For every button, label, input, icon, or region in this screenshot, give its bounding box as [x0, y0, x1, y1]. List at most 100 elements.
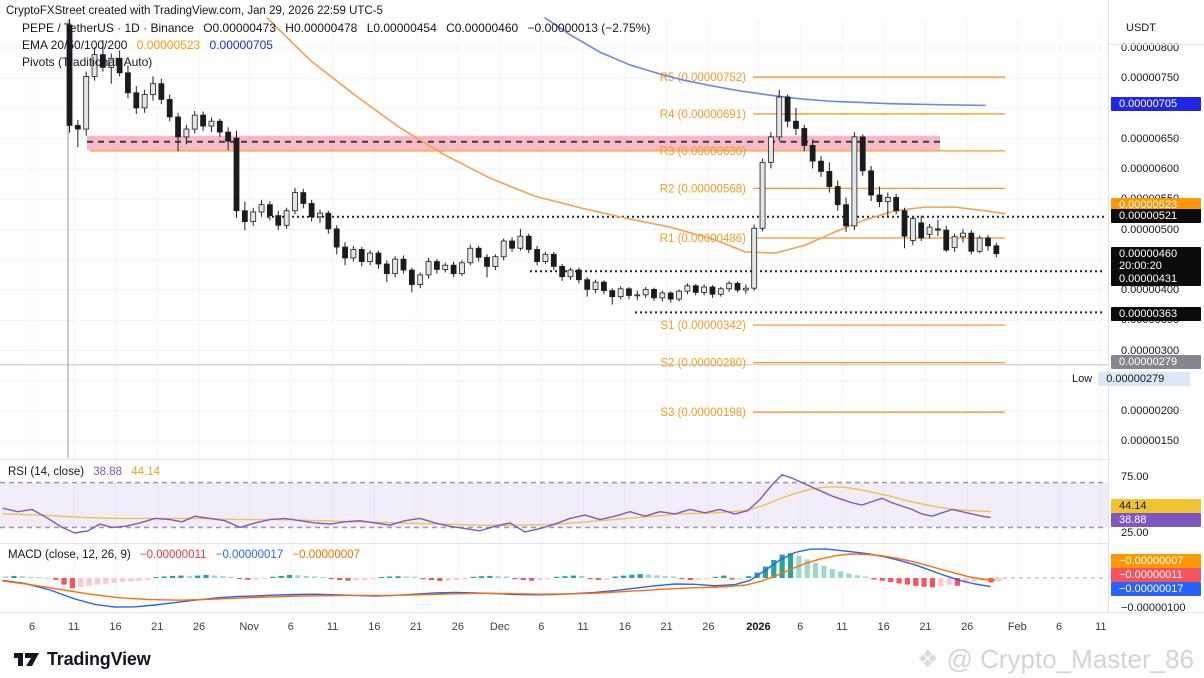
price-tick: 0.00000400 — [1121, 284, 1180, 296]
pivots-row[interactable]: Pivots (Traditional, Auto) — [22, 54, 656, 70]
candle — [559, 266, 566, 278]
macd-legend[interactable]: MACD (close, 12, 26, 9) −0.00000011 −0.0… — [8, 549, 366, 561]
candle — [985, 237, 991, 247]
ohlc-high: H0.00000478 — [285, 21, 358, 35]
price-badge: 0.00000431 — [1111, 272, 1201, 286]
rsi-tick: 75.00 — [1121, 471, 1149, 483]
candle — [801, 128, 808, 146]
price-tick: 0.00000300 — [1121, 344, 1180, 357]
rsi-value-purple: 38.88 — [93, 466, 123, 478]
candle — [83, 76, 90, 130]
candle — [550, 253, 557, 267]
candle — [884, 197, 891, 203]
pivot-label: S3 (0.00000198) — [660, 407, 746, 419]
price-tick: 0.00000800 — [1121, 42, 1180, 54]
price-tick: 0.00000600 — [1121, 163, 1180, 175]
time-axis-label: 21 — [151, 621, 164, 633]
candle — [74, 125, 81, 130]
candle — [158, 83, 165, 100]
candle — [859, 136, 866, 172]
price-badge: 0.00000460 20:00:20 — [1111, 247, 1201, 273]
price-tick: 0.00000200 — [1121, 405, 1180, 417]
candle — [592, 281, 599, 290]
time-axis-label: 6 — [28, 621, 36, 633]
candle — [450, 264, 457, 275]
candle — [793, 120, 799, 129]
tradingview-logo-text: TradingView — [47, 648, 151, 669]
macd-tick: −0.00000100 — [1121, 602, 1186, 614]
time-axis-label: 6 — [1055, 621, 1063, 633]
candle — [383, 263, 390, 275]
rsi-legend[interactable]: RSI (14, close) 38.88 44.14 — [8, 466, 166, 478]
candle — [575, 269, 582, 281]
candle — [133, 92, 140, 109]
symbol-title[interactable]: PEPE / TetherUS · 1D · Binance — [22, 21, 194, 35]
tradingview-logo-icon — [14, 653, 39, 666]
candle — [91, 54, 98, 77]
creator-watermark: CryptoFXStreet created with TradingView.… — [6, 5, 383, 17]
macd-badge: −0.00000007 — [1111, 554, 1201, 568]
candle — [876, 194, 883, 203]
candle — [275, 215, 282, 226]
tradingview-logo[interactable]: TradingView — [14, 648, 151, 670]
candle — [834, 186, 841, 206]
pivot-label: S1 (0.00000342) — [660, 320, 746, 332]
candle — [634, 294, 641, 297]
candle — [492, 256, 499, 267]
time-axis[interactable]: 6 11 16 21 26 Nov 6 11 16 21 26 Dec 6 11 16 21 26 2026 6 11… — [0, 612, 1204, 642]
candle — [659, 292, 666, 299]
price-tick: 0.00000150 — [1121, 435, 1180, 448]
candle — [108, 57, 115, 68]
diamond-icon: ❖ — [916, 646, 939, 673]
rsi-tick: 25.00 — [1121, 527, 1149, 539]
time-axis-label: 16 — [109, 621, 122, 633]
candle — [717, 288, 724, 295]
symbol-row[interactable]: PEPE / TetherUS · 1D · Binance O0.000004… — [22, 20, 656, 36]
candle — [433, 261, 440, 270]
low-value-badge: 0.00000279 — [1098, 372, 1191, 386]
candle — [809, 145, 816, 162]
candle — [475, 247, 482, 258]
candle — [342, 246, 348, 259]
time-axis-label: 11 — [326, 621, 339, 633]
price-tick: 0.00000500 — [1121, 223, 1180, 236]
candle — [926, 226, 933, 235]
time-axis-label: 21 — [409, 621, 423, 633]
candle — [509, 240, 515, 249]
candle — [125, 72, 131, 94]
candle — [233, 137, 240, 212]
macd-badge: −0.00000017 — [1111, 582, 1201, 596]
candle — [851, 136, 858, 227]
footer-bar: TradingView ❖ @ Crypto_Master_86 — [0, 642, 1204, 678]
time-axis-label: 6 — [797, 621, 804, 633]
candle — [225, 131, 232, 142]
candle — [759, 161, 766, 229]
candle — [642, 288, 649, 296]
time-axis-label: Dec — [489, 621, 510, 633]
ohlc-low: L0.00000454 — [366, 21, 437, 35]
price-axis[interactable]: 0.00000800 0.00000750 0.00000650 0.00000600… — [1109, 0, 1204, 641]
axis-divider — [1109, 44, 1204, 45]
candle — [333, 228, 340, 248]
ema-row[interactable]: EMA 20/50/100/200 0.00000523 0.00000705 — [22, 37, 656, 53]
candle — [116, 57, 123, 74]
candle — [250, 211, 257, 223]
candle — [742, 287, 749, 291]
candle — [308, 203, 315, 218]
time-axis-label: 21 — [919, 621, 932, 633]
low-price-marker: Low 0.00000279 — [1066, 372, 1191, 386]
candle — [166, 99, 173, 118]
rsi-badge: 44.14 — [1111, 499, 1201, 513]
candle — [100, 54, 106, 68]
candle — [150, 83, 156, 95]
ohlc-change: −0.00000013 (−2.75%) — [527, 21, 651, 35]
candle — [392, 258, 399, 275]
candle — [701, 286, 707, 293]
candle — [241, 210, 248, 223]
time-axis-label: 11 — [836, 621, 848, 633]
candle — [826, 171, 833, 187]
candle — [960, 232, 966, 238]
pivot-label: R5 (0.00000752) — [660, 72, 746, 84]
